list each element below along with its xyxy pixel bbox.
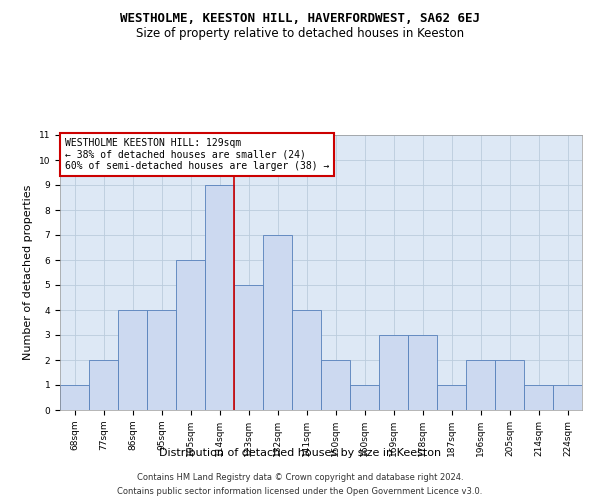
Bar <box>118 310 147 410</box>
Bar <box>176 260 205 410</box>
Bar <box>524 385 553 410</box>
Bar <box>553 385 582 410</box>
Text: Contains public sector information licensed under the Open Government Licence v3: Contains public sector information licen… <box>118 486 482 496</box>
Text: WESTHOLME, KEESTON HILL, HAVERFORDWEST, SA62 6EJ: WESTHOLME, KEESTON HILL, HAVERFORDWEST, … <box>120 12 480 26</box>
Bar <box>321 360 350 410</box>
Bar <box>350 385 379 410</box>
Bar <box>205 185 234 410</box>
Bar <box>292 310 321 410</box>
Bar <box>60 385 89 410</box>
Bar <box>495 360 524 410</box>
Bar <box>437 385 466 410</box>
Text: WESTHOLME KEESTON HILL: 129sqm
← 38% of detached houses are smaller (24)
60% of : WESTHOLME KEESTON HILL: 129sqm ← 38% of … <box>65 138 329 171</box>
Text: Distribution of detached houses by size in Keeston: Distribution of detached houses by size … <box>159 448 441 458</box>
Bar <box>89 360 118 410</box>
Y-axis label: Number of detached properties: Number of detached properties <box>23 185 33 360</box>
Bar <box>147 310 176 410</box>
Text: Size of property relative to detached houses in Keeston: Size of property relative to detached ho… <box>136 28 464 40</box>
Bar <box>408 335 437 410</box>
Bar <box>379 335 408 410</box>
Text: Contains HM Land Registry data © Crown copyright and database right 2024.: Contains HM Land Registry data © Crown c… <box>137 473 463 482</box>
Bar <box>466 360 495 410</box>
Bar <box>234 285 263 410</box>
Bar <box>263 235 292 410</box>
